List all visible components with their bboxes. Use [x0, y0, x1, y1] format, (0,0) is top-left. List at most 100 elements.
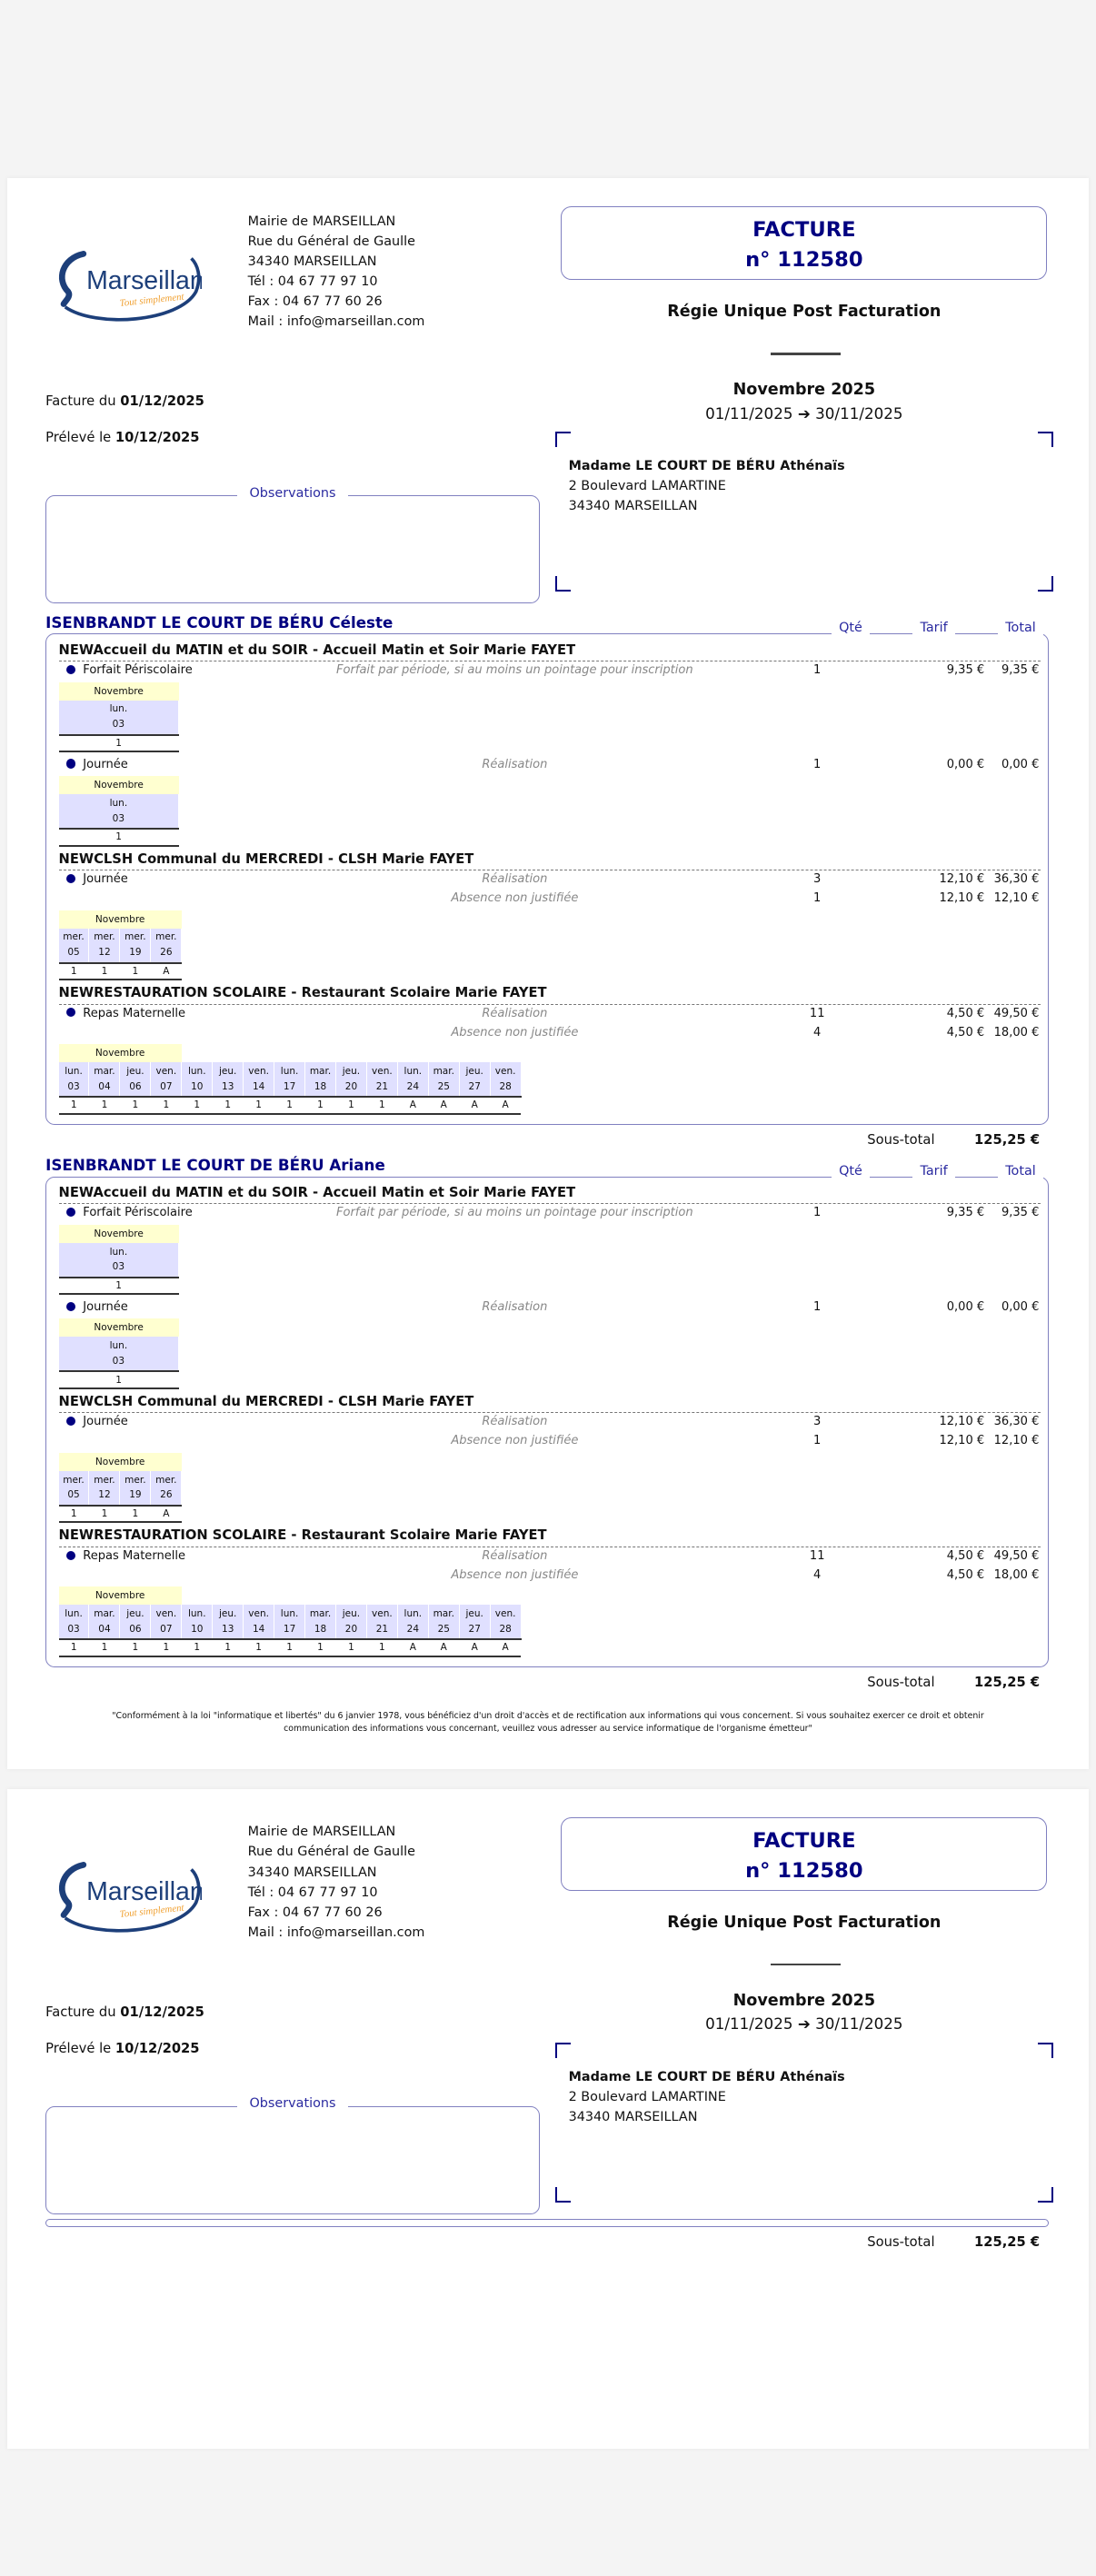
day-of-week: mer. — [94, 931, 115, 943]
customer-line: 34340 MARSEILLAN — [568, 499, 698, 514]
calendar-day: mar. 25 — [428, 1062, 460, 1098]
org-line: Rue du Général de Gaulle — [247, 1845, 415, 1860]
customer-line: 2 Boulevard LAMARTINE — [568, 479, 726, 494]
subtotal-value: 125,25 € — [974, 2233, 1041, 2250]
day-of-week: mer. — [63, 931, 85, 943]
day-of-week: mer. — [125, 1474, 146, 1486]
line-qty: 1 — [813, 663, 822, 678]
invoice-date: Facture du 01/12/2025 — [45, 2004, 204, 2020]
day-value: 1 — [119, 962, 151, 981]
line-description: Absence non justifiée — [451, 1434, 579, 1448]
day-number: 03 — [112, 1355, 125, 1367]
calendar-day: jeu. 13 — [212, 1605, 244, 1641]
line-item: Absence non justifiée 4 4,50 € 18,00 € — [59, 1566, 1041, 1586]
day-value: 1 — [58, 1505, 89, 1524]
invoice-title: FACTURE — [752, 1828, 856, 1853]
regie-name: Régie Unique Post Facturation — [667, 302, 942, 321]
calendar-month: Novembre — [58, 1452, 182, 1471]
debit-date-value: 10/12/2025 — [115, 2041, 200, 2057]
day-value: 1 — [243, 1096, 274, 1115]
attendance-calendar: Novembre lun. 03 1 — [58, 776, 180, 847]
line-tarif: 12,10 € — [939, 1415, 985, 1429]
line-description: Forfait par période, si au moins un poin… — [336, 663, 693, 678]
org-line: Fax : 04 67 77 60 26 — [247, 1905, 383, 1920]
day-of-week: lun. — [280, 1065, 299, 1077]
calendar-day: mer. 26 — [150, 928, 183, 964]
line-tarif: 4,50 € — [946, 1567, 985, 1582]
calendar-day: mar. 04 — [88, 1062, 121, 1098]
calendar-day: ven. 14 — [243, 1062, 275, 1098]
line-total: 18,00 € — [993, 1567, 1040, 1582]
regie-name: Régie Unique Post Facturation — [667, 1913, 942, 1932]
day-value: 1 — [335, 1639, 367, 1657]
line-description: Réalisation — [482, 1548, 548, 1563]
line-item: Absence non justifiée 1 12,10 € 12,10 € — [59, 1432, 1041, 1451]
day-value: 1 — [150, 1639, 182, 1657]
line-total: 12,10 € — [993, 1434, 1040, 1448]
item-label: Journée — [83, 1299, 128, 1314]
line-qty: 3 — [813, 1415, 822, 1429]
day-number: 19 — [129, 1489, 142, 1501]
day-number: 21 — [375, 1080, 389, 1092]
day-number: 03 — [67, 1080, 80, 1092]
calendar-day: jeu. 27 — [459, 1062, 491, 1098]
day-of-week: jeu. — [342, 1607, 361, 1619]
calendar-day: lun. 24 — [397, 1062, 429, 1098]
day-number: 18 — [314, 1080, 327, 1092]
line-description: Réalisation — [482, 757, 548, 771]
line-total: 36,30 € — [993, 1415, 1040, 1429]
item-label: Journée — [83, 1415, 128, 1429]
arrow-right-icon: ➔ — [797, 2014, 811, 2034]
day-number: 27 — [468, 1080, 481, 1092]
bullet-icon — [65, 1208, 75, 1218]
day-number: 07 — [160, 1623, 173, 1635]
debit-date-label: Prélevé le — [45, 430, 112, 446]
calendar-day: lun. 24 — [397, 1605, 429, 1641]
day-value: 1 — [212, 1639, 244, 1657]
customer-line: 34340 MARSEILLAN — [568, 2110, 698, 2125]
calendar-day: lun. 03 — [58, 794, 180, 830]
day-number: 25 — [437, 1623, 450, 1635]
child-detail-box: Qté Tarif Total NEWAccueil du MATIN et d… — [45, 1163, 1050, 1667]
column-total: Total — [997, 1163, 1044, 1179]
corner-bracket — [554, 2186, 571, 2203]
org-line: Mail : info@marseillan.com — [247, 313, 425, 329]
corner-bracket — [1038, 432, 1054, 448]
line-qty: 1 — [813, 1299, 822, 1314]
line-tarif: 4,50 € — [946, 1548, 985, 1563]
day-of-week: ven. — [494, 1065, 516, 1077]
line-qty: 11 — [809, 1548, 825, 1563]
bullet-icon — [65, 1008, 75, 1018]
day-of-week: lun. — [187, 1607, 206, 1619]
line-qty: 1 — [813, 1206, 822, 1220]
day-number: 18 — [314, 1623, 327, 1635]
day-of-week: lun. — [187, 1065, 206, 1077]
day-value: 1 — [335, 1096, 367, 1115]
day-of-week: mar. — [94, 1607, 115, 1619]
calendar-day: ven. 07 — [150, 1062, 183, 1098]
calendar-day: ven. 28 — [490, 1605, 522, 1641]
calendar-day: mer. 05 — [58, 928, 90, 964]
day-of-week: lun. — [404, 1607, 423, 1619]
attendance-calendar: Novembre lun. 03 1 — [58, 681, 180, 753]
line-total: 9,35 € — [1001, 663, 1040, 678]
org-line: Tél : 04 67 77 97 10 — [247, 1885, 378, 1900]
line-item: Journée Réalisation 3 12,10 € 36,30 € — [59, 870, 1041, 890]
period-title: Novembre 2025 — [732, 1992, 876, 2011]
day-of-week: mar. — [309, 1065, 332, 1077]
calendar-day: lun. 03 — [58, 1062, 90, 1098]
day-of-week: jeu. — [465, 1065, 483, 1077]
day-of-week: ven. — [155, 1607, 177, 1619]
activity-title: NEWCLSH Communal du MERCREDI - CLSH Mari… — [58, 1392, 1041, 1414]
line-total: 49,50 € — [993, 1548, 1040, 1563]
calendar-day: mar. 18 — [304, 1062, 336, 1098]
line-qty: 4 — [813, 1567, 822, 1582]
day-of-week: jeu. — [465, 1607, 483, 1619]
attendance-calendar: Novembre lun. 03 1 — [58, 1224, 180, 1296]
corner-bracket — [1038, 2186, 1054, 2203]
column-total: Total — [997, 621, 1044, 636]
attendance-calendar: Novembre lun. 03 mar. 04 jeu. 06 ven. 07 lun. 10 j… — [58, 1044, 522, 1115]
day-of-week: mer. — [125, 931, 146, 943]
svg-text:Marseillan: Marseillan — [86, 266, 202, 295]
